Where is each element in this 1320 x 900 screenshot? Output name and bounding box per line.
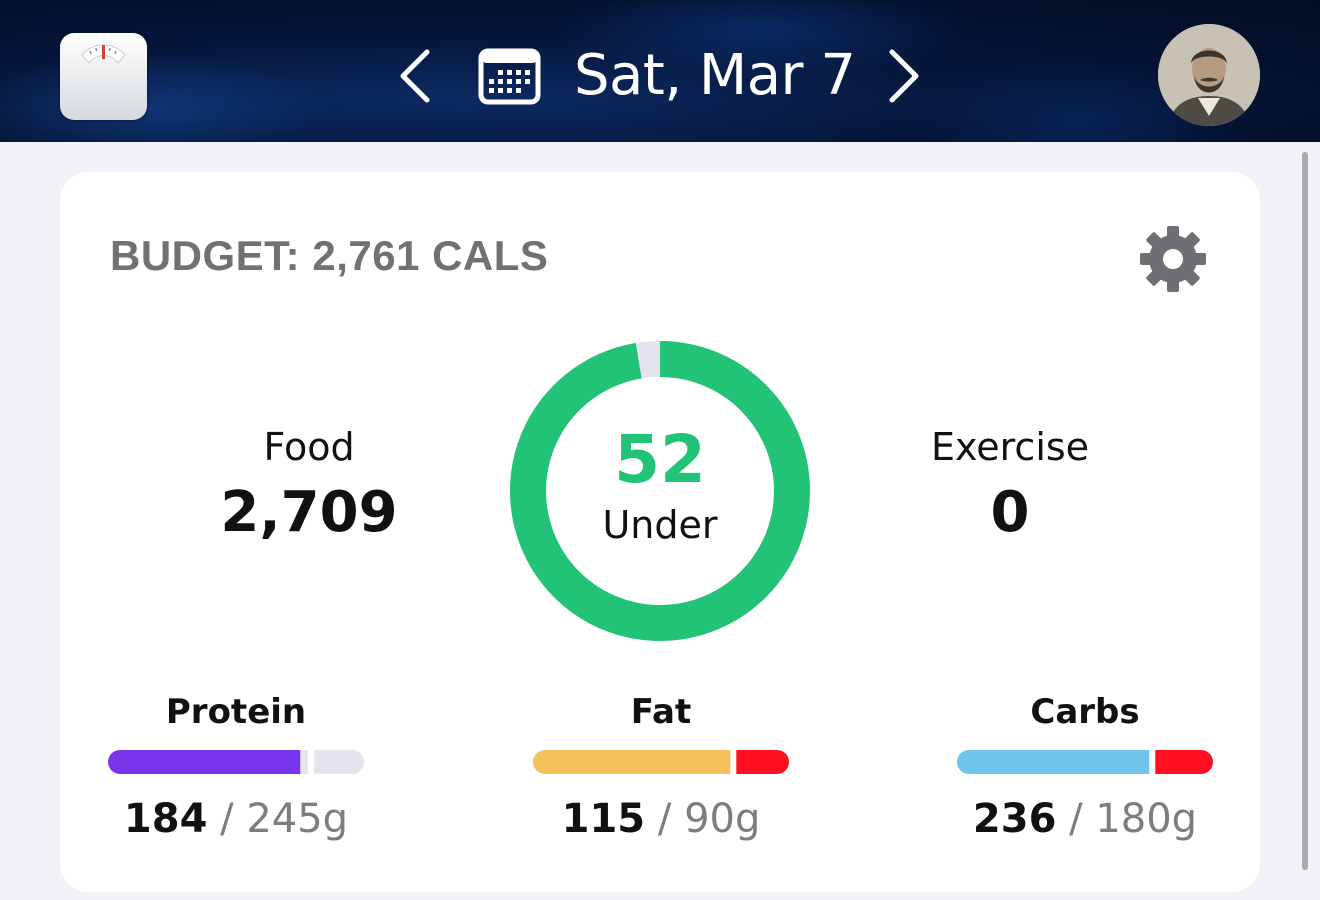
chevron-left-icon	[400, 49, 430, 103]
calories-remaining-label: Under	[602, 503, 718, 547]
current-date[interactable]: Sat, Mar 7	[574, 43, 856, 108]
ring-center: 52 Under	[509, 422, 811, 548]
calendar-button[interactable]	[478, 47, 541, 105]
user-avatar[interactable]	[1158, 24, 1260, 126]
macro-progress-bar	[957, 750, 1213, 774]
macro-name: Fat	[630, 692, 692, 732]
calories-remaining-value: 52	[614, 421, 706, 498]
food-stat: Food 2,709	[149, 425, 469, 549]
exercise-label: Exercise	[930, 425, 1090, 469]
top-bar: Sat, Mar 7	[0, 0, 1320, 142]
gear-icon	[1140, 226, 1206, 292]
food-label: Food	[263, 425, 355, 469]
macro-eaten: 184	[123, 796, 208, 842]
macro-progress-bar	[108, 750, 364, 774]
macro-fat: Fat 115 / 90g	[533, 690, 789, 844]
bar-over	[736, 750, 789, 774]
macro-amount: 236 / 180g	[957, 794, 1213, 844]
previous-day-button[interactable]	[395, 46, 435, 106]
ring-consumed	[510, 341, 810, 641]
macro-carbs: Carbs 236 / 180g	[957, 690, 1213, 844]
bathroom-scale-icon[interactable]	[60, 33, 147, 120]
exercise-value: 0	[990, 480, 1030, 545]
bar-divider	[308, 750, 314, 774]
food-value: 2,709	[220, 480, 398, 545]
macro-amount: 184 / 245g	[108, 794, 364, 844]
bar-fill	[957, 750, 1150, 774]
macro-name: Carbs	[1030, 692, 1140, 732]
macro-eaten: 115	[561, 796, 646, 842]
macro-eaten: 236	[972, 796, 1057, 842]
calorie-budget-card: BUDGET: 2,761 CALS Food 2,709 52 Under	[60, 172, 1260, 892]
macro-progress-bar	[533, 750, 789, 774]
macro-goal: 180g	[1095, 796, 1198, 842]
macro-separator: /	[1069, 796, 1083, 842]
next-day-button[interactable]	[884, 46, 924, 106]
budget-title: BUDGET: 2,761 CALS	[110, 232, 549, 279]
bar-fill	[108, 750, 301, 774]
exercise-stat: Exercise 0	[850, 425, 1170, 549]
settings-button[interactable]	[1138, 224, 1208, 294]
macro-protein: Protein 184 / 245g	[108, 690, 364, 844]
calorie-ring	[510, 341, 810, 641]
chevron-right-icon	[889, 49, 919, 103]
macro-goal: 245g	[246, 796, 349, 842]
macro-separator: /	[220, 796, 234, 842]
calendar-icon	[478, 48, 541, 105]
bar-fill	[533, 750, 731, 774]
scrollbar[interactable]	[1302, 152, 1308, 870]
macro-amount: 115 / 90g	[533, 794, 789, 844]
macro-goal: 90g	[684, 796, 761, 842]
macro-separator: /	[657, 796, 672, 842]
macro-name: Protein	[165, 692, 307, 732]
bar-over	[1155, 750, 1213, 774]
